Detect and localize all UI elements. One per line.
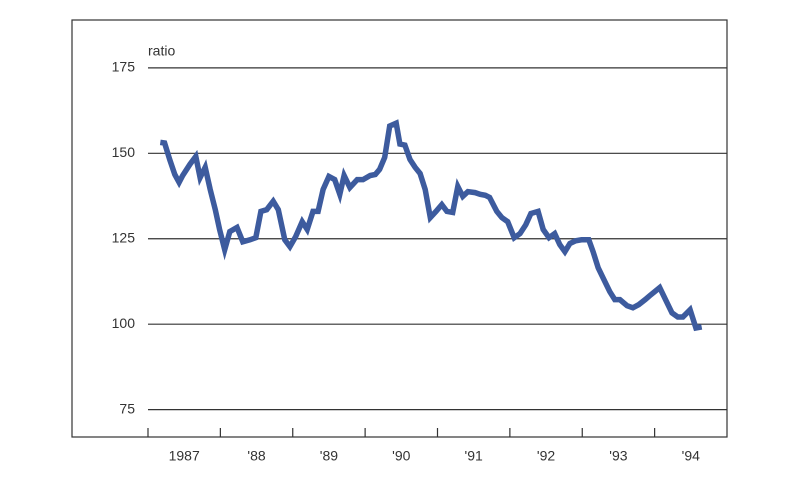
x-tick-label: '90	[392, 448, 410, 464]
x-tick-label: '94	[682, 448, 700, 464]
y-tick-label: 175	[112, 59, 136, 75]
x-tick-label: '89	[320, 448, 338, 464]
x-tick-label: '92	[537, 448, 555, 464]
x-tick-label: 1987	[169, 448, 200, 464]
y-tick-label: 100	[112, 315, 136, 331]
y-tick-label: 125	[112, 229, 136, 245]
y-tick-label: 75	[119, 400, 135, 416]
data-line	[159, 119, 703, 332]
y-axis-label: ratio	[148, 43, 175, 59]
y-tick-label: 150	[112, 144, 136, 160]
x-tick-label: '88	[247, 448, 265, 464]
x-tick-label: '91	[465, 448, 483, 464]
x-tick-label: '93	[609, 448, 627, 464]
plot-frame	[71, 19, 728, 438]
